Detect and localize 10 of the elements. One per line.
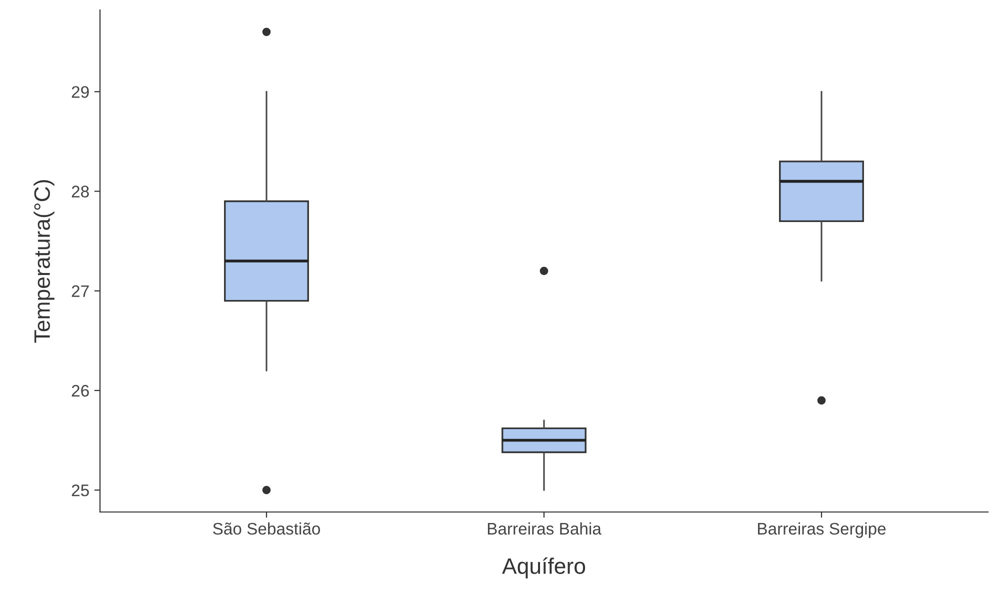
y-tick-label: 27 — [72, 285, 89, 297]
x-axis-title: Aquífero — [502, 557, 586, 578]
y-tick-label: 26 — [72, 384, 89, 397]
y-tick-label: 29 — [72, 86, 89, 98]
y-axis-title: Temperatura(°C) — [34, 180, 54, 343]
x-tick-label: São Sebastião — [213, 522, 320, 535]
y-tick-label: 25 — [72, 484, 89, 496]
x-tick-label: Barreiras Sergipe — [758, 522, 886, 538]
y-tick-label: 28 — [72, 186, 89, 198]
x-tick-label: Barreiras Bahia — [488, 522, 602, 535]
